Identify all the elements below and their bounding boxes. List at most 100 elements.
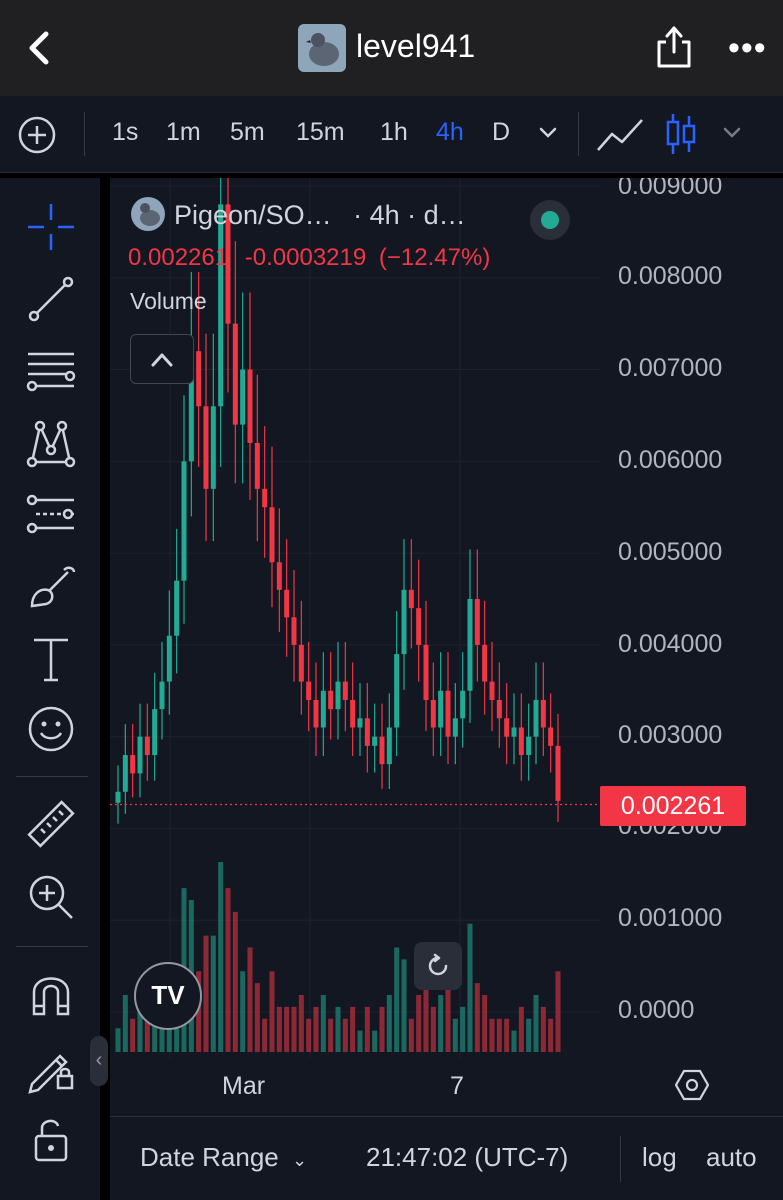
fib-retracement-icon[interactable]: [24, 344, 78, 398]
interval-dropdown-icon[interactable]: [538, 126, 558, 140]
candle-body: [196, 351, 202, 407]
auto-scale-toggle[interactable]: auto: [706, 1142, 757, 1172]
volume-bar: [115, 1028, 121, 1052]
price-axis-label: 0.003000: [618, 721, 723, 749]
user-avatar[interactable]: [298, 24, 346, 72]
volume-bar: [423, 971, 429, 1052]
interval-15m[interactable]: 15m: [296, 118, 345, 146]
volume-bar: [540, 1006, 546, 1052]
reset-icon: [428, 953, 448, 976]
toolbar-divider: [84, 112, 85, 156]
candle-body: [452, 718, 458, 737]
volume-bar: [511, 1030, 517, 1052]
candle-body: [313, 699, 319, 728]
volume-bar: [504, 1018, 510, 1052]
volume-bar: [372, 1030, 378, 1052]
market-status-icon[interactable]: [530, 200, 570, 240]
volume-bar: [291, 1006, 297, 1052]
candle-body: [203, 406, 209, 489]
candle-body: [401, 589, 407, 655]
volume-bar: [518, 1006, 524, 1052]
line-chart-icon[interactable]: [596, 114, 644, 154]
volume-bar: [144, 1018, 150, 1052]
settings-icon[interactable]: [675, 1068, 709, 1102]
candle-body: [394, 654, 400, 728]
price-axis-label: 0.007000: [618, 354, 723, 382]
candle-body: [372, 736, 378, 746]
collapse-legend-button[interactable]: [130, 334, 194, 384]
interval-4h[interactable]: 4h: [436, 118, 464, 146]
volume-bar: [328, 1018, 334, 1052]
trend-line-icon[interactable]: [24, 272, 78, 326]
volume-bar: [262, 1018, 268, 1052]
back-arrow-icon[interactable]: [22, 28, 56, 68]
chevron-up-icon: [151, 353, 173, 367]
ruler-icon[interactable]: [24, 798, 78, 852]
volume-bar: [225, 888, 231, 1052]
candle-body: [225, 204, 231, 324]
candle-body: [335, 681, 341, 710]
volume-bar: [240, 971, 246, 1052]
symbol-legend[interactable]: Pigeon/SO… · 4h · d…: [174, 200, 466, 231]
add-symbol-icon[interactable]: [18, 116, 56, 154]
volume-bar: [467, 923, 473, 1052]
candle-body: [144, 736, 150, 756]
volume-indicator-label[interactable]: Volume: [130, 288, 207, 314]
legend-change-pct: (−12.47%): [378, 244, 491, 271]
candle-body: [423, 644, 429, 700]
candle-body: [320, 690, 326, 728]
current-time[interactable]: 21:47:02 (UTC-7): [366, 1142, 569, 1172]
emoji-icon[interactable]: [24, 702, 78, 756]
text-tool-icon[interactable]: [24, 632, 78, 686]
volume-bar: [379, 1006, 385, 1052]
candle-body: [166, 635, 172, 682]
interval-1m[interactable]: 1m: [166, 118, 201, 146]
bottom-divider: [110, 1116, 783, 1117]
volume-bar: [496, 1018, 502, 1052]
volume-bar: [533, 995, 539, 1052]
volume-bar: [137, 995, 143, 1052]
volume-bar: [196, 971, 202, 1052]
tradingview-logo[interactable]: TV: [134, 962, 202, 1030]
magnet-icon[interactable]: [24, 968, 78, 1022]
candle-body: [555, 745, 561, 801]
price-axis-label: 0.001000: [618, 904, 723, 932]
share-icon[interactable]: [654, 24, 694, 70]
interval-1d[interactable]: D: [492, 118, 511, 146]
candle-body: [540, 699, 546, 728]
date-range-button[interactable]: Date Range ⌄: [140, 1142, 307, 1173]
lock-drawings-icon[interactable]: [24, 1040, 78, 1094]
volume-bar: [203, 935, 209, 1052]
symbol-name: Pigeon/SO…: [174, 200, 332, 230]
more-options-icon[interactable]: •••: [728, 29, 767, 67]
pattern-tool-icon[interactable]: [24, 416, 78, 470]
interval-1h[interactable]: 1h: [380, 118, 408, 146]
chart-pane[interactable]: Pigeon/SO… · 4h · d… 0.002261 -0.0003219…: [110, 178, 783, 1058]
interval-1s[interactable]: 1s: [112, 118, 139, 146]
collapse-sidebar-handle[interactable]: ‹: [90, 1036, 108, 1086]
candle-body: [430, 699, 436, 728]
chart-type-dropdown-icon[interactable]: [722, 126, 742, 140]
candle-body: [445, 690, 451, 737]
unlock-icon[interactable]: [24, 1112, 78, 1166]
volume-bar: [364, 1006, 370, 1052]
log-scale-toggle[interactable]: log: [642, 1142, 677, 1172]
legend-change: -0.0003219: [244, 244, 367, 271]
price-axis-label: 0.005000: [618, 538, 723, 566]
volume-bar: [130, 1018, 136, 1052]
candlestick-chart-icon[interactable]: [664, 112, 698, 156]
reset-chart-button[interactable]: [414, 942, 462, 990]
zoom-in-icon[interactable]: [24, 870, 78, 924]
forecasting-tool-icon[interactable]: [24, 488, 78, 542]
interval-5m[interactable]: 5m: [230, 118, 265, 146]
volume-bar: [482, 995, 488, 1052]
candle-body: [438, 690, 444, 728]
chevron-down-icon: ⌄: [292, 1150, 308, 1170]
crosshair-icon[interactable]: [24, 200, 78, 254]
brush-icon[interactable]: [24, 560, 78, 614]
volume-bar: [460, 1006, 466, 1052]
candle-body: [504, 718, 510, 737]
candle-body: [467, 599, 473, 691]
candle-body: [298, 644, 304, 682]
sidebar-divider: [16, 946, 88, 947]
